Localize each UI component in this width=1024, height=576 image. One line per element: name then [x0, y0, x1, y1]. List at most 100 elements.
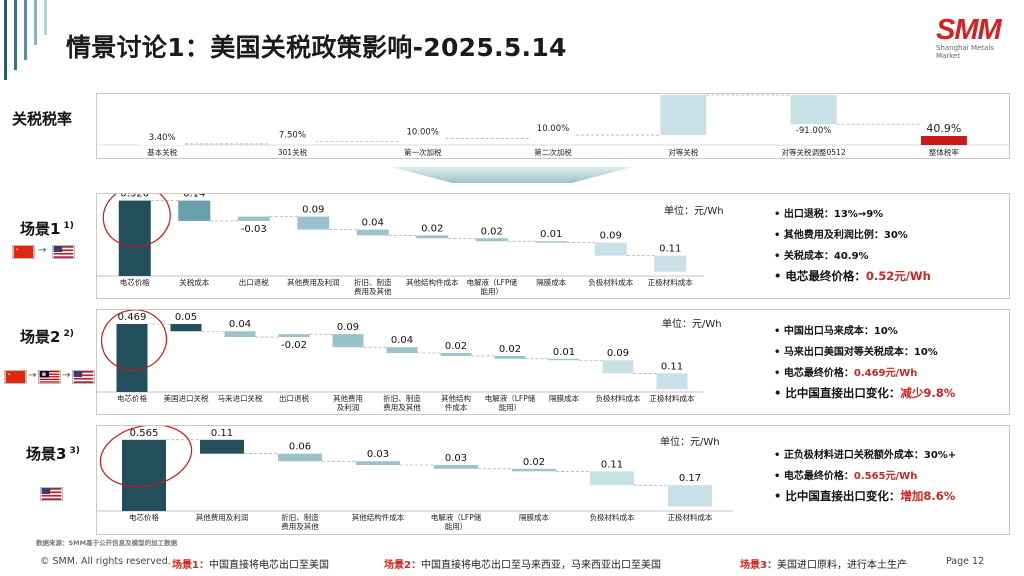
- tariff-category-label: 基本关税: [147, 147, 177, 157]
- waterfall-value-label: 0.14: [183, 194, 205, 200]
- waterfall-value-label: 0.09: [600, 231, 622, 242]
- waterfall-bar: [237, 216, 270, 221]
- waterfall-bar: [535, 241, 568, 243]
- tariff-category-label: 301关税: [278, 147, 308, 157]
- tariff-waterfall: 3.40% 基本关税 7.50% 301关税 10.00% 第一次加税 10.00% 第二次加…: [97, 84, 1009, 157]
- waterfall-category-label: 负极材料成本: [588, 277, 633, 287]
- footer-scenario-2: 场景2：中国直接将电芯出口至马来西亚，马来西亚出口至美国: [384, 560, 661, 571]
- waterfall-bar: [118, 200, 151, 276]
- waterfall-value-label: 0.520: [120, 194, 149, 200]
- waterfall-bar: [512, 468, 556, 472]
- waterfall-bar: [356, 229, 389, 236]
- waterfall-bar: [434, 465, 478, 469]
- tariff-bar: [660, 95, 707, 136]
- waterfall-value-label: 0.06: [289, 442, 311, 453]
- waterfall-category-label: 能用）: [445, 521, 468, 531]
- tariff-value-label: 3.40%: [149, 133, 176, 143]
- waterfall-bar: [278, 453, 322, 462]
- waterfall-category-label: 隔膜成本: [536, 277, 566, 287]
- waterfall-category-label: 及利润: [337, 402, 360, 412]
- waterfall-bar: [656, 373, 688, 390]
- waterfall-value-label: 0.02: [445, 341, 467, 352]
- waterfall-category-label: 正极材料成本: [650, 393, 695, 403]
- china-flag-icon: [4, 370, 27, 384]
- waterfall-bar: [116, 323, 148, 392]
- scenario-2-label: 场景2 2): [20, 328, 74, 346]
- arrow-icon: →: [38, 245, 47, 256]
- waterfall-bar: [122, 439, 166, 511]
- waterfall-category-label: 折旧、制造: [383, 393, 421, 403]
- waterfall-value-label: 0.11: [601, 459, 623, 470]
- tariff-category-label: 第一次加税: [404, 147, 442, 157]
- waterfall-category-label: 费用及其他: [383, 402, 421, 412]
- waterfall-category-label: 负极材料成本: [596, 393, 641, 403]
- waterfall-value-label: 0.565: [130, 428, 159, 439]
- waterfall-value-label: 0.03: [367, 449, 389, 460]
- footer-scenario-3: 场景3：美国进口原料，进行本土生产: [740, 560, 907, 571]
- waterfall-value-label: 0.02: [481, 226, 503, 237]
- waterfall-category-label: 隔膜成本: [519, 512, 549, 522]
- waterfall-bar: [494, 355, 526, 359]
- page-number: Page 12: [946, 556, 985, 567]
- usa-flag-icon: [52, 245, 75, 259]
- scenario-note: • 比中国直接出口变化：增加8.6%: [774, 489, 956, 503]
- waterfall-value-label: 0.11: [661, 361, 683, 372]
- waterfall-category-label: 其他结构件成本: [352, 512, 405, 522]
- waterfall-bar: [356, 461, 400, 466]
- scenario-3-chart-panel: 0.565 电芯价格 0.11 其他费用及利润 0.06 折旧、制造 费用及其他 0.03 其他…: [96, 424, 1010, 535]
- waterfall-value-label: 0.03: [445, 453, 467, 464]
- waterfall-value-label: 0.01: [553, 347, 575, 358]
- waterfall-category-label: 费用及其他: [354, 286, 392, 296]
- scenario-1-label: 场景1 1): [20, 220, 74, 238]
- malaysia-flag-icon: [38, 370, 61, 384]
- arrow-icon: →: [62, 370, 71, 381]
- waterfall-category-label: 件成本: [445, 402, 468, 412]
- scenario-3-notes: • 正负极材料进口关税额外成本：30%+ • 电芯最终价格：0.565元/Wh • …: [774, 446, 956, 510]
- logo-subtitle: Shanghai Metals Market: [936, 44, 994, 60]
- waterfall-category-label: 电芯价格: [129, 512, 159, 522]
- tariff-rate-label: 关税税率: [12, 110, 73, 128]
- usa-flag-icon: [72, 370, 95, 384]
- waterfall-category-label: 电解液（LFP储: [485, 393, 536, 403]
- waterfall-value-label: 0.09: [607, 348, 629, 359]
- waterfall-category-label: 美国进口关税: [164, 393, 209, 403]
- waterfall-category-label: 隔膜成本: [549, 393, 579, 403]
- tariff-bar: [920, 136, 967, 145]
- highlight-circle: [99, 424, 193, 488]
- tariff-category-label: 对等关税: [668, 147, 698, 157]
- waterfall-value-label: 0.09: [302, 205, 324, 216]
- waterfall-bar: [224, 331, 256, 338]
- scenario-3-label: 场景3 3): [26, 445, 80, 463]
- tariff-value-label: 10.00%: [407, 127, 439, 137]
- waterfall-category-label: 费用及其他: [281, 521, 319, 531]
- data-source-note: 数据来源：SMM基于公开信息及模型的加工数据: [36, 539, 178, 547]
- waterfall-bar: [278, 334, 310, 338]
- waterfall-value-label: 0.02: [523, 457, 545, 468]
- waterfall-bar: [170, 323, 202, 332]
- china-flag-icon: [12, 245, 35, 259]
- tariff-bar: [139, 143, 186, 145]
- tariff-bar: [399, 138, 446, 142]
- waterfall-value-label: 0.01: [540, 229, 562, 240]
- waterfall-bar: [297, 216, 330, 230]
- chevron-down-icon: [392, 167, 632, 183]
- usa-flag-icon: [40, 487, 63, 501]
- waterfall-value-label: 0.09: [337, 322, 359, 333]
- scenario-note: • 电芯最终价格：0.565元/Wh: [774, 471, 918, 482]
- scenario-note: • 出口退税：13%→9%: [774, 209, 884, 220]
- waterfall-category-label: 正极材料成本: [648, 277, 693, 287]
- waterfall-value-label: 0.02: [499, 344, 521, 355]
- waterfall-category-label: 电芯价格: [117, 393, 147, 403]
- scenario-1-waterfall: 0.520 电芯价格 0.14 关税成本 -0.03 出口退税 0.09 其他费用及利润 0.0…: [97, 185, 704, 296]
- scenario-1-chart-panel: 0.520 电芯价格 0.14 关税成本 -0.03 出口退税 0.09 其他费用及利润 0.0…: [96, 185, 1010, 299]
- scenario-note: • 比中国直接出口变化：减少9.8%: [774, 386, 956, 400]
- waterfall-bar: [200, 439, 244, 454]
- waterfall-category-label: 电解液（LFP储: [431, 512, 482, 522]
- waterfall-bar: [590, 471, 634, 486]
- waterfall-category-label: 电解液（LFP储: [466, 277, 517, 287]
- tariff-bar: [269, 141, 316, 144]
- scenario-note: • 正负极材料进口关税额外成本：30%+: [774, 450, 957, 461]
- tariff-category-label: 整体税率: [929, 147, 959, 157]
- waterfall-category-label: 其他费用: [333, 393, 363, 403]
